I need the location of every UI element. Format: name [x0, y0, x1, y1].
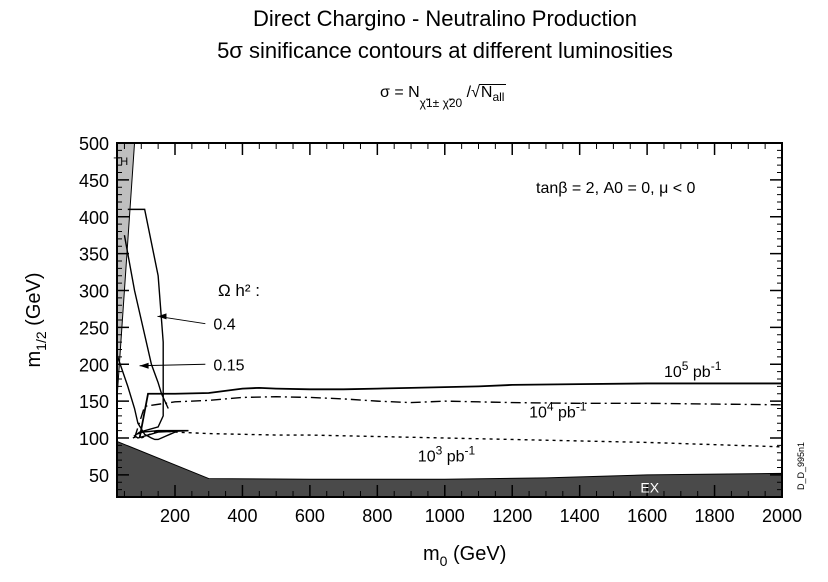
x-label-unit: (GeV) — [447, 543, 506, 565]
x-tick-label: 1800 — [695, 506, 735, 526]
y-tick-label: 400 — [79, 208, 109, 228]
x-axis-label: m0 (GeV) — [423, 543, 506, 569]
y-tick-label: 500 — [79, 134, 109, 154]
y-tick-label: 150 — [79, 392, 109, 412]
y-tick-label: 200 — [79, 355, 109, 375]
formula-prefix: σ = N — [380, 84, 420, 101]
region-label-ex: EX — [640, 480, 659, 496]
side-label: D_D_995n1 — [796, 442, 806, 490]
series-label-unit: pb — [688, 364, 710, 381]
x-tick-label: 200 — [160, 506, 190, 526]
formula-root-symbol: √ — [471, 84, 480, 101]
series-label-unit-exp: -1 — [576, 399, 587, 413]
y-tick-label: 100 — [79, 429, 109, 449]
x-tick-label: 1400 — [560, 506, 600, 526]
omega-label: Ω h² : — [218, 281, 260, 300]
series-label-unit: pb — [554, 404, 576, 421]
relic-arrowhead-1 — [139, 362, 149, 369]
y-tick-label: 300 — [79, 282, 109, 302]
parameters-label: tanβ = 2, A0 = 0, μ < 0 — [536, 180, 696, 197]
series-label-unit-exp: -1 — [711, 359, 722, 373]
series-label-exp: 4 — [547, 399, 554, 413]
formula-root-sub: all — [492, 90, 505, 104]
formula-slash: / — [466, 84, 472, 101]
x-tick-label: 1200 — [492, 506, 532, 526]
y-tick-label: 350 — [79, 245, 109, 265]
relic-label-0: 0.4 — [213, 317, 235, 334]
y-tick-label: 250 — [79, 318, 109, 338]
relic-contour-0 — [127, 208, 189, 439]
chart-subtitle: 5σ sinificance contours at different lum… — [217, 38, 673, 63]
series-label-1: 104 pb-1 — [529, 399, 587, 421]
x-tick-label: 800 — [362, 506, 392, 526]
series-label-unit: pb — [442, 449, 464, 466]
series-label-exp: 5 — [682, 359, 689, 373]
x-tick-label: 400 — [227, 506, 257, 526]
y-tick-label: 450 — [79, 171, 109, 191]
formula-sub: χ̃1± χ̃20 — [419, 96, 463, 110]
series-line-1 — [133, 395, 782, 439]
series-label-unit-exp: -1 — [465, 444, 476, 458]
y-axis-label: m1/2 (GeV) — [23, 272, 49, 367]
significance-formula: σ = Nχ̃1± χ̃20 /√Nall — [380, 84, 507, 110]
series-label-base: 10 — [418, 449, 436, 466]
chart-title: Direct Chargino - Neutralino Production — [253, 6, 637, 31]
relic-label-1: 0.15 — [213, 357, 244, 374]
region-EX — [117, 441, 782, 497]
series-label-2: 103 pb-1 — [418, 444, 476, 466]
y-label-base: m — [23, 351, 45, 368]
relic-contour-1 — [117, 350, 176, 441]
x-tick-label: 1000 — [425, 506, 465, 526]
formula-root: Nall — [478, 84, 507, 104]
region-label-th: TH — [114, 156, 129, 168]
series-label-base: 10 — [529, 404, 547, 421]
x-label-sub: 0 — [440, 553, 448, 569]
x-tick-label: 2000 — [762, 506, 802, 526]
x-label-base: m — [423, 543, 440, 565]
y-tick-label: 50 — [89, 466, 109, 486]
series-label-exp: 3 — [436, 444, 443, 458]
series-line-2 — [140, 429, 782, 448]
x-tick-label: 1600 — [627, 506, 667, 526]
series-label-0: 105 pb-1 — [664, 359, 722, 381]
formula-root-base: N — [480, 84, 493, 101]
y-label-sub: 1/2 — [33, 331, 49, 351]
relic-arrowhead-0 — [157, 313, 167, 320]
series-label-base: 10 — [664, 364, 682, 381]
relic-contour-2 — [123, 235, 169, 409]
series-line-0 — [138, 382, 782, 439]
relic-arrow-1 — [139, 363, 206, 367]
y-label-unit: (GeV) — [23, 272, 45, 331]
x-tick-label: 600 — [295, 506, 325, 526]
